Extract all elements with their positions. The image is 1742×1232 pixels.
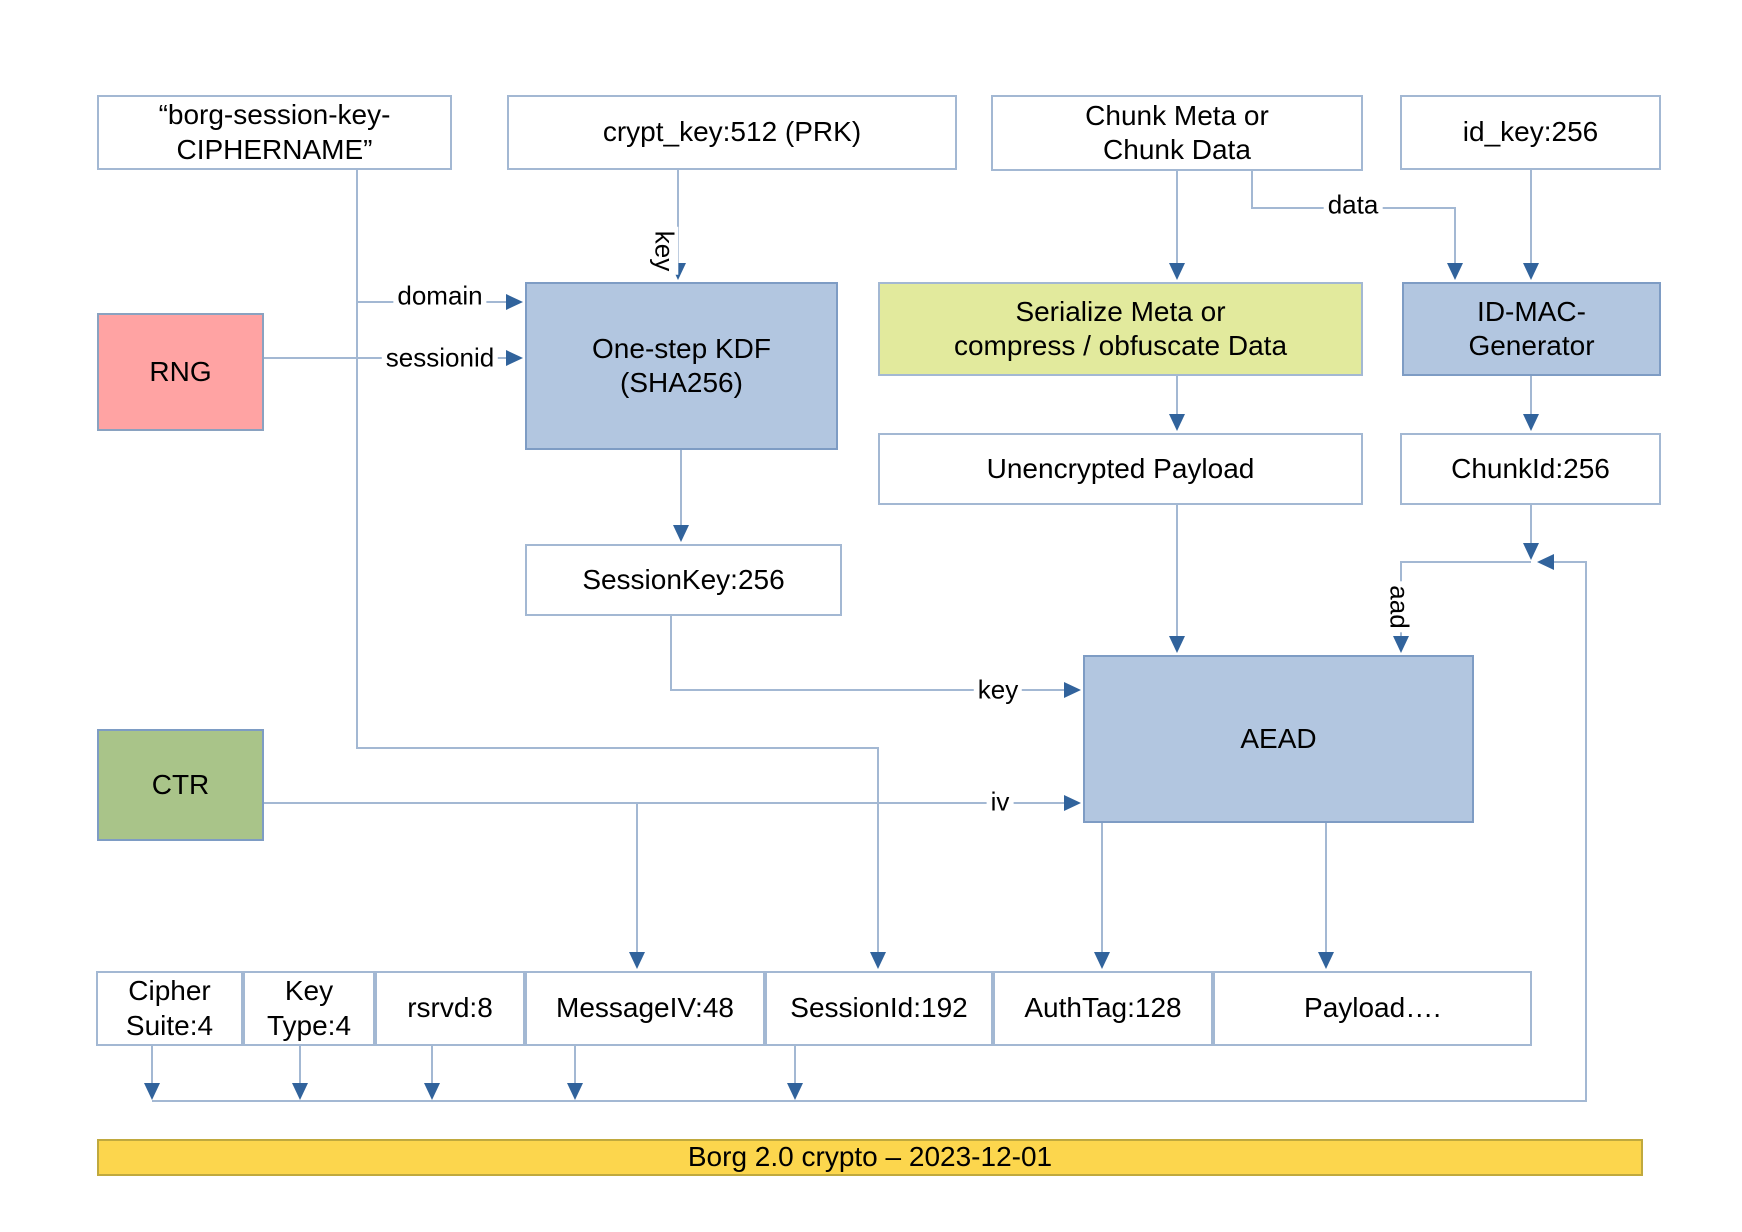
field-key-type: Key Type:4 [243,971,375,1046]
node-id-key: id_key:256 [1400,95,1661,170]
node-id-mac-generator: ID-MAC- Generator [1402,282,1661,376]
arrow-down-icon [1393,636,1409,653]
arrow-left-icon [1537,554,1554,570]
node-chunk-meta: Chunk Meta or Chunk Data [991,95,1363,171]
arrow-down-icon [144,1083,160,1100]
arrow-down-icon [870,952,886,969]
node-serialize: Serialize Meta or compress / obfuscate D… [878,282,1363,376]
node-session-key: SessionKey:256 [525,544,842,616]
field-cipher-suite: Cipher Suite:4 [96,971,243,1046]
node-crypt-key: crypt_key:512 (PRK) [507,95,957,170]
node-borg-session-key: “borg-session-key- CIPHERNAME” [97,95,452,170]
arrow-down-icon [1094,952,1110,969]
edge-fields-feedback-line [152,561,1587,1102]
arrow-down-icon [424,1083,440,1100]
node-aead: AEAD [1083,655,1474,823]
edge-label-domain: domain [393,282,487,311]
field-session-id: SessionId:192 [765,971,993,1046]
node-unencrypted-payload: Unencrypted Payload [878,433,1363,505]
edge-label-sessionid: sessionid [381,344,499,373]
arrow-down-icon [1523,263,1539,280]
node-one-step-kdf: One-step KDF (SHA256) [525,282,838,450]
field-auth-tag: AuthTag:128 [993,971,1213,1046]
edge-label-key-aead: key [973,676,1023,705]
footer-title-bar: Borg 2.0 crypto – 2023-12-01 [97,1139,1643,1176]
field-rsrvd: rsrvd:8 [375,971,525,1046]
arrow-right-icon [1064,682,1081,698]
arrow-down-icon [1447,263,1463,280]
arrow-right-icon [506,350,523,366]
node-chunk-id: ChunkId:256 [1400,433,1661,505]
arrow-down-icon [787,1083,803,1100]
arrow-down-icon [1169,263,1185,280]
arrow-down-icon [1318,952,1334,969]
field-payload: Payload…. [1213,971,1532,1046]
edge-label-iv: iv [986,788,1014,817]
connector-lines [151,169,1587,1102]
edge-label-aad: aad [1384,581,1414,633]
node-rng: RNG [97,313,264,431]
arrowheads [144,263,1554,1100]
node-ctr: CTR [97,729,264,841]
edge-aad-to-aead [1400,561,1531,637]
arrow-right-icon [1064,795,1081,811]
arrow-down-icon [673,525,689,542]
arrow-down-icon [1169,636,1185,653]
arrow-down-icon [1169,414,1185,431]
edge-sessionkey-to-aead [670,616,1064,691]
arrow-down-icon [629,952,645,969]
edge-label-data: data [1323,191,1383,220]
field-message-iv: MessageIV:48 [525,971,765,1046]
arrow-right-icon [506,294,523,310]
edge-label-key-kdf: key [649,226,679,276]
arrow-down-icon [1523,414,1539,431]
edge-sessionid-to-sessionid-field [356,169,879,952]
arrow-down-icon [292,1083,308,1100]
arrow-down-icon [1523,543,1539,560]
arrow-down-icon [567,1083,583,1100]
